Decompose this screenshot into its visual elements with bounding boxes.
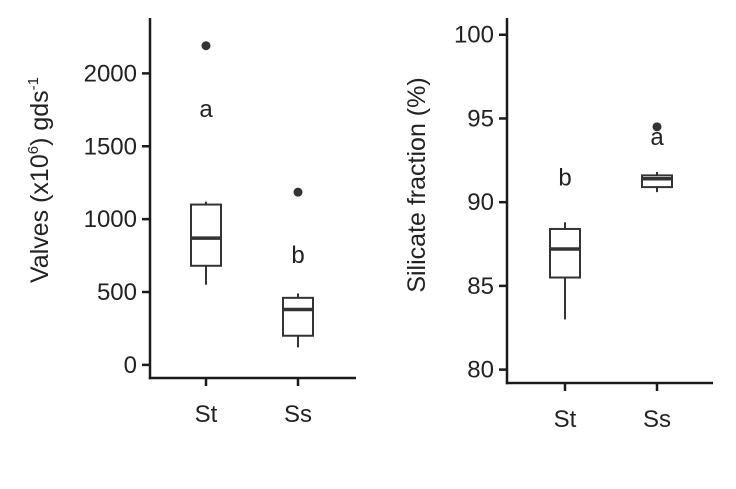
significance-letter: b [558,164,571,191]
y-tick-label: 1000 [84,206,137,233]
outlier-point [652,122,662,132]
y-axis-label: Silicate fraction (%) [403,77,431,292]
box-ss: a [641,122,673,193]
x-tick-label: Ss [284,401,312,428]
box-st: b [549,164,581,320]
iqr-box [282,296,314,337]
y-tick-label: 80 [467,357,494,384]
y-tick-label: 0 [124,352,137,379]
y-tick-label: 95 [467,105,494,132]
x-tick-label: St [195,401,218,428]
x-tick-label: St [554,406,577,433]
silicate-panel: 80 85 90 95 100 St Ss Silicate fraction (%) b a [403,18,713,433]
box-ss: b [282,187,314,348]
significance-letter: a [650,124,664,151]
valves-panel: 0 500 1000 1500 2000 St Ss Valves (x106) gds-1 a… [25,18,356,428]
significance-letter: a [199,96,213,123]
y-tick-label: 90 [467,189,494,216]
y-tick-label: 1500 [84,133,137,160]
box-st: a [190,41,222,285]
y-tick-label: 2000 [84,60,137,87]
y-tick-label: 85 [467,273,494,300]
iqr-box [641,174,673,189]
y-axis-label: Valves (x106) gds-1 [25,77,54,283]
y-tick-label: 100 [454,22,494,49]
x-tick-label: Ss [643,406,671,433]
iqr-box [549,227,581,279]
outlier-point [293,187,303,197]
significance-letter: b [291,242,304,269]
y-tick-label: 500 [97,279,137,306]
outlier-point [201,41,211,51]
iqr-box [190,203,222,267]
